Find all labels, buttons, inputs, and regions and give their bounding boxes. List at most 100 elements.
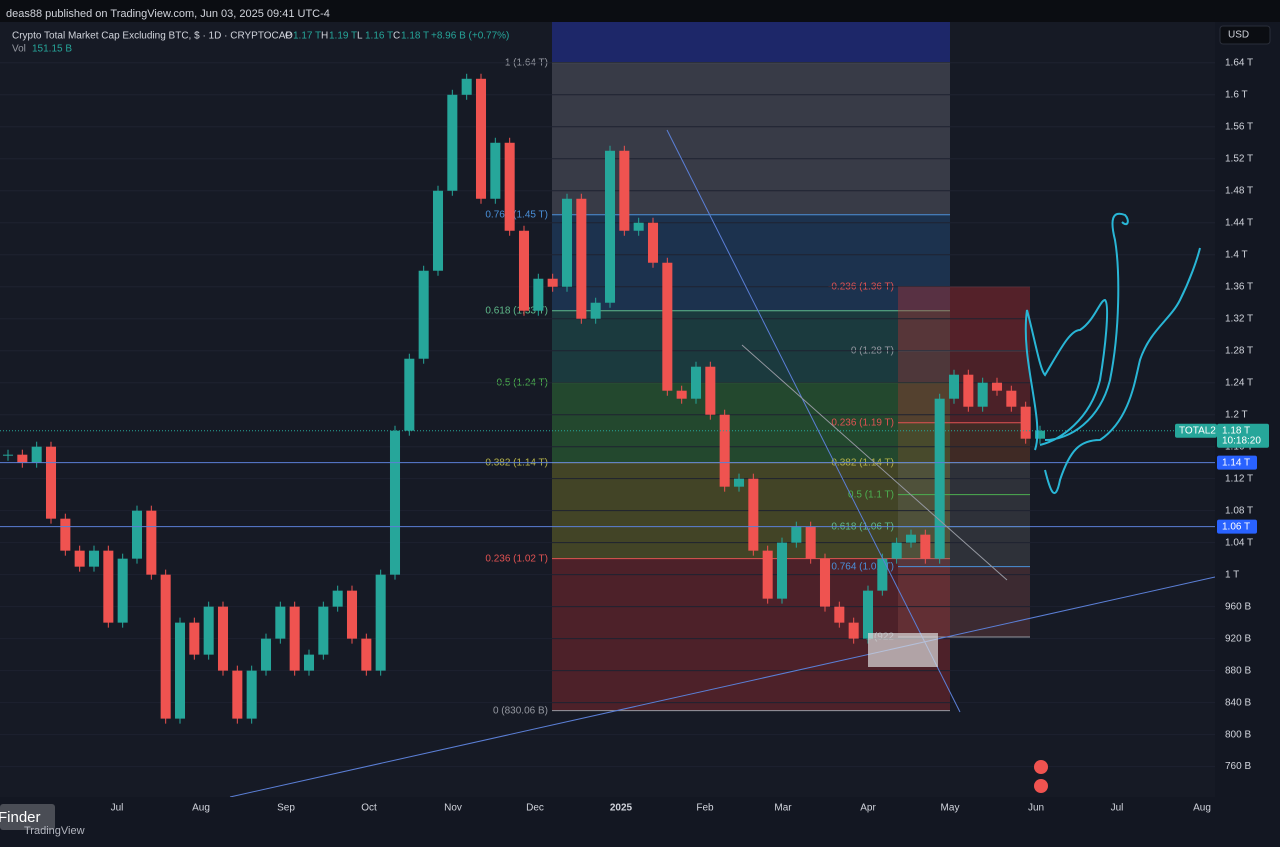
- candle: [819, 558, 831, 607]
- x-tick-label: Jul: [1111, 803, 1124, 814]
- candle: [88, 550, 100, 567]
- volume-label: Vol: [12, 44, 26, 55]
- x-tick-label: Sep: [277, 803, 295, 814]
- fib-label: 0.764 (1.45 T): [485, 209, 548, 220]
- candle: [719, 414, 730, 487]
- x-tick-label: Nov: [444, 803, 462, 814]
- candle: [2, 454, 14, 456]
- candle: [963, 374, 974, 407]
- candle: [905, 534, 917, 543]
- price-tag: [1217, 519, 1257, 534]
- x-tick-label: Aug: [192, 803, 210, 814]
- y-tick-label: 880 B: [1225, 665, 1251, 676]
- ohlc-key: L: [357, 31, 363, 42]
- y-tick-label: 1.4 T: [1225, 249, 1248, 260]
- ohlc-key: O: [285, 31, 293, 42]
- tooltip-text: Finder: [0, 809, 41, 826]
- last-price-tag: [1217, 423, 1269, 448]
- y-tick-label: 1.32 T: [1225, 313, 1253, 324]
- fib-label: 0.618 (1.33 T): [485, 305, 548, 316]
- candle: [60, 518, 71, 551]
- y-tick-label: 960 B: [1225, 601, 1251, 612]
- ohlc-key: H: [321, 31, 328, 42]
- y-tick-label: 1.28 T: [1225, 345, 1253, 356]
- x-tick-label: Jun: [1028, 803, 1044, 814]
- candle: [561, 198, 573, 287]
- candle: [647, 222, 659, 263]
- candle: [332, 590, 343, 607]
- candle: [31, 446, 42, 463]
- y-tick-label: 1.48 T: [1225, 185, 1253, 196]
- x-tick-label: Feb: [696, 803, 714, 814]
- price-axis: [1215, 22, 1280, 797]
- candle: [117, 558, 128, 623]
- currency-button[interactable]: [1219, 25, 1271, 45]
- ohlc-key: C: [393, 31, 400, 42]
- candle: [705, 366, 716, 415]
- candle: [977, 382, 988, 407]
- candle: [676, 390, 687, 399]
- candle: [948, 374, 960, 399]
- x-tick-label: Oct: [361, 803, 377, 814]
- y-tick-label: 1.04 T: [1225, 537, 1253, 548]
- candle: [160, 574, 171, 719]
- candle: [848, 622, 859, 639]
- candle: [776, 542, 788, 599]
- last-price-label: 1.18 T: [1222, 425, 1250, 436]
- fib-band: [552, 310, 950, 383]
- symbol-tag-label: TOTAL2: [1179, 425, 1216, 436]
- y-tick-label: 760 B: [1225, 761, 1251, 772]
- candle: [733, 478, 745, 487]
- event-icon[interactable]: [1034, 779, 1048, 793]
- candle: [991, 382, 1003, 391]
- candle: [490, 142, 501, 199]
- candle: [533, 278, 544, 311]
- candle: [1020, 406, 1031, 439]
- ohlc-value: 1.18 T: [401, 31, 429, 42]
- candle: [289, 606, 300, 671]
- ohlc-value: 1.17 T: [293, 31, 321, 42]
- ohlc-value: 1.16 T: [365, 31, 393, 42]
- fib-band: [898, 566, 1030, 638]
- candle: [346, 590, 358, 639]
- event-icon[interactable]: [1034, 760, 1048, 774]
- fib-label: 0.236 (1.02 T): [485, 553, 548, 564]
- candle: [920, 534, 931, 559]
- symbol-title: Crypto Total Market Cap Excluding BTC, $…: [12, 31, 292, 42]
- candle: [461, 78, 472, 95]
- highlight-box: [868, 633, 938, 667]
- tooltip-box: [0, 804, 55, 830]
- fib-label: 0.236 (1.19 T): [831, 417, 894, 428]
- y-tick-label: 1.64 T: [1225, 57, 1253, 68]
- brand: TradingView: [24, 825, 85, 837]
- symbol-tag: [1175, 423, 1217, 438]
- candle: [891, 542, 902, 559]
- candle: [762, 550, 773, 599]
- price-tag: [1217, 455, 1257, 470]
- fib-label: 0 (830.06 B): [493, 705, 548, 716]
- candle: [619, 150, 630, 231]
- candle: [17, 454, 28, 463]
- currency-label[interactable]: USD: [1228, 30, 1249, 41]
- trend-line: [229, 576, 1216, 798]
- candle: [246, 670, 257, 719]
- y-tick-label: 1.12 T: [1225, 473, 1253, 484]
- x-tick-label: Mar: [774, 803, 792, 814]
- candle: [375, 574, 386, 671]
- candle: [604, 150, 616, 303]
- candle: [518, 230, 530, 311]
- candle: [877, 558, 888, 591]
- candle: [1006, 390, 1017, 407]
- y-tick-label: 1.6 T: [1225, 89, 1248, 100]
- volume-value: 151.15 B: [32, 44, 72, 55]
- candle: [146, 510, 157, 575]
- candle: [203, 606, 214, 655]
- candle: [103, 550, 114, 623]
- x-tick-label: May: [941, 803, 960, 814]
- candle: [447, 94, 458, 191]
- hand-drawn-projection: [1024, 212, 1201, 495]
- top-bar: [0, 0, 1280, 22]
- fib-band: [552, 382, 950, 463]
